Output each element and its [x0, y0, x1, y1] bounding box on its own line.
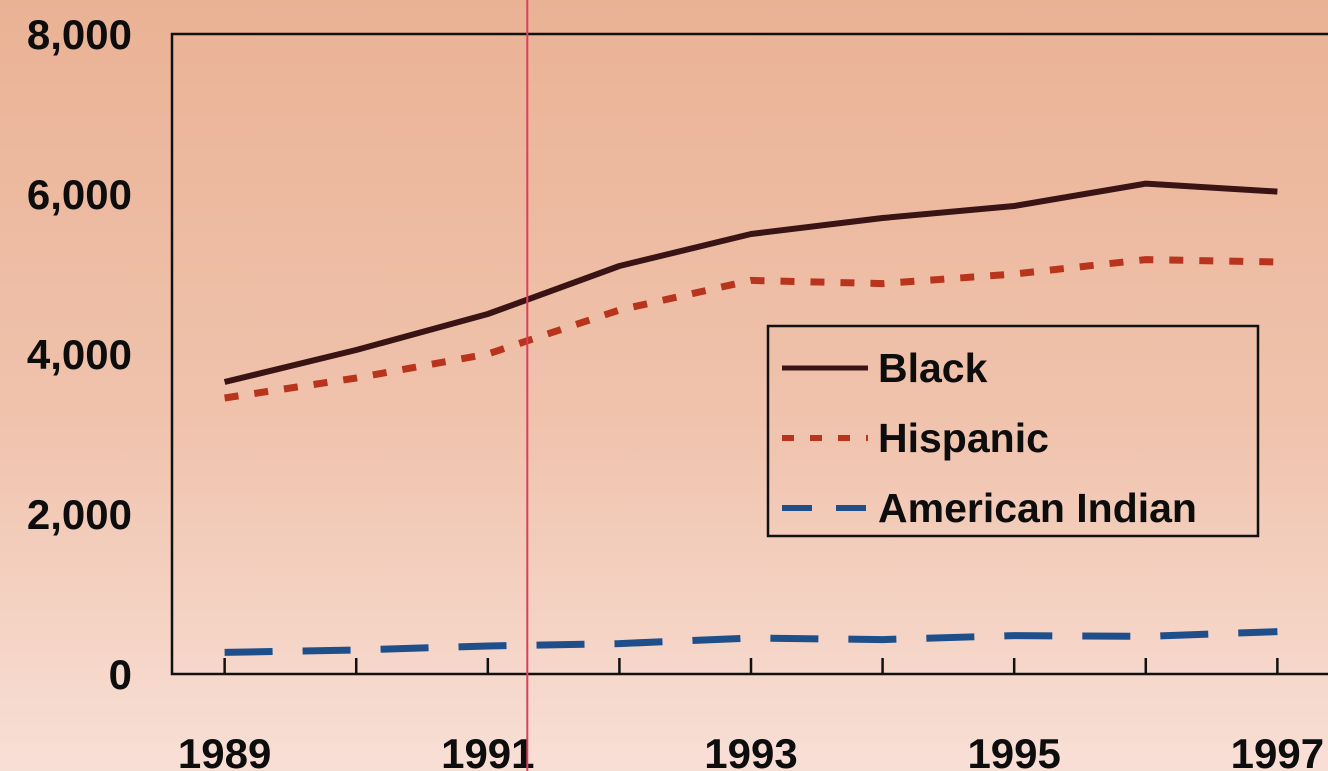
y-tick-label-0: 0 [109, 651, 132, 698]
data-point-black-1993 [749, 232, 753, 236]
data-point-black-1989 [223, 380, 227, 384]
data-point-hispanic-1997 [1275, 260, 1279, 264]
data-point-american-indian-1997 [1275, 630, 1279, 634]
data-point-american-indian-1996 [1144, 634, 1148, 638]
data-point-hispanic-1994 [881, 282, 885, 286]
data-point-american-indian-1995 [1012, 634, 1016, 638]
data-point-black-1991 [486, 312, 490, 316]
series-line-american-indian [224, 628, 1278, 656]
data-point-american-indian-1994 [881, 638, 885, 642]
y-tick-label-4-000: 4,000 [27, 331, 132, 378]
data-point-hispanic-1993 [749, 278, 753, 282]
x-tick-label-1995: 1995 [967, 730, 1060, 771]
data-point-american-indian-1992 [617, 642, 621, 646]
data-point-black-1990 [354, 348, 358, 352]
y-tick-label-2-000: 2,000 [27, 491, 132, 538]
legend-label-american-indian: American Indian [878, 485, 1197, 531]
data-point-american-indian-1993 [749, 636, 753, 640]
data-point-black-1997 [1275, 190, 1279, 194]
axes-layer: 1989 1991 1993 1995 1997 0 2,000 4,000 6,000 8,00… [27, 0, 1328, 771]
data-point-black-1992 [617, 264, 621, 268]
data-point-american-indian-1989 [223, 650, 227, 654]
y-tick-label-8-000: 8,000 [27, 11, 132, 58]
data-point-hispanic-1995 [1012, 272, 1016, 276]
data-point-hispanic-1989 [223, 396, 227, 400]
series-layer [223, 180, 1279, 656]
data-point-black-1994 [881, 216, 885, 220]
series-line-black [223, 180, 1278, 385]
data-point-hispanic-1990 [354, 376, 358, 380]
x-tick-label-1997: 1997 [1231, 730, 1324, 771]
data-point-american-indian-1991 [486, 644, 490, 648]
data-point-american-indian-1990 [354, 648, 358, 652]
series-line-hispanic [224, 256, 1278, 402]
x-tick-label-1991: 1991 [441, 730, 534, 771]
x-tick-label-1989: 1989 [178, 730, 271, 771]
legend-label-black: Black [878, 345, 988, 391]
legend-box [766, 324, 1260, 538]
legend-label-hispanic: Hispanic [878, 415, 1049, 461]
data-point-hispanic-1992 [617, 308, 621, 312]
data-point-hispanic-1991 [486, 352, 490, 356]
y-tick-label-6-000: 6,000 [27, 171, 132, 218]
data-point-black-1996 [1144, 182, 1148, 186]
data-point-hispanic-1996 [1144, 258, 1148, 262]
x-tick-label-1993: 1993 [704, 730, 797, 771]
legend: Black Hispanic American Indian [766, 324, 1260, 538]
data-point-black-1995 [1012, 204, 1016, 208]
